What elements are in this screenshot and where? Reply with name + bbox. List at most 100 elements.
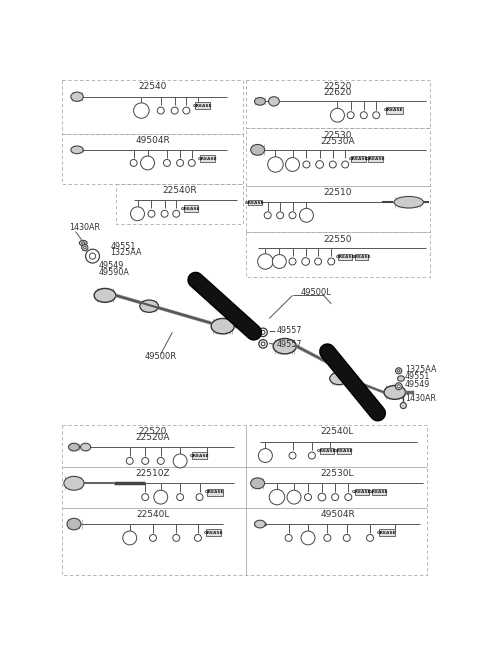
Circle shape: [304, 494, 312, 501]
Bar: [246, 80, 431, 128]
Ellipse shape: [69, 443, 79, 451]
Text: GREASE: GREASE: [384, 108, 404, 112]
Circle shape: [261, 342, 265, 346]
Text: GREASE: GREASE: [181, 207, 201, 211]
Text: 22520A: 22520A: [136, 434, 170, 442]
Circle shape: [332, 494, 338, 501]
Bar: [61, 424, 427, 575]
Ellipse shape: [64, 477, 84, 490]
Text: 22520: 22520: [323, 82, 352, 91]
Text: GREASE: GREASE: [205, 490, 225, 494]
Text: 49504R: 49504R: [320, 511, 355, 520]
Text: GREASE: GREASE: [334, 449, 354, 453]
Ellipse shape: [251, 478, 264, 488]
Circle shape: [82, 244, 88, 251]
Circle shape: [302, 258, 310, 265]
Circle shape: [261, 331, 265, 334]
Circle shape: [396, 368, 402, 374]
Circle shape: [154, 490, 168, 504]
Circle shape: [259, 340, 267, 348]
Text: 22530A: 22530A: [320, 137, 355, 146]
Circle shape: [264, 212, 271, 219]
Text: 22550: 22550: [323, 235, 352, 244]
Bar: [336, 448, 351, 454]
Text: GREASE: GREASE: [245, 201, 265, 205]
Text: 22520: 22520: [139, 427, 167, 436]
Circle shape: [347, 111, 354, 119]
Circle shape: [131, 207, 144, 220]
Text: 49504R: 49504R: [136, 136, 170, 145]
Bar: [61, 134, 243, 184]
Bar: [355, 254, 369, 260]
Text: 49590A: 49590A: [99, 268, 130, 277]
Circle shape: [142, 494, 149, 501]
Circle shape: [142, 458, 149, 464]
Circle shape: [171, 107, 178, 114]
Ellipse shape: [67, 518, 81, 530]
Circle shape: [149, 535, 156, 541]
Bar: [355, 488, 369, 495]
Circle shape: [276, 212, 284, 219]
Circle shape: [85, 249, 99, 263]
Bar: [379, 529, 395, 537]
Circle shape: [287, 490, 301, 504]
Circle shape: [367, 535, 373, 541]
Text: 49557: 49557: [277, 340, 302, 349]
Bar: [246, 128, 431, 186]
Circle shape: [84, 246, 86, 249]
Bar: [369, 156, 383, 162]
Circle shape: [194, 535, 202, 541]
Text: 22510Z: 22510Z: [136, 469, 170, 478]
Bar: [248, 200, 262, 205]
Ellipse shape: [71, 146, 83, 154]
Ellipse shape: [254, 520, 265, 528]
Circle shape: [258, 449, 272, 462]
Ellipse shape: [211, 318, 234, 334]
Circle shape: [330, 108, 345, 122]
Circle shape: [289, 452, 296, 459]
Bar: [200, 155, 215, 162]
Text: 22540L: 22540L: [136, 511, 170, 520]
Text: 22540: 22540: [139, 82, 167, 91]
Text: 1430AR: 1430AR: [405, 394, 436, 403]
Circle shape: [308, 452, 315, 459]
Ellipse shape: [81, 443, 91, 451]
Circle shape: [301, 531, 315, 545]
Text: 22540R: 22540R: [162, 186, 197, 195]
Circle shape: [130, 160, 137, 166]
Text: GREASE: GREASE: [352, 490, 372, 494]
Circle shape: [177, 494, 184, 501]
Circle shape: [360, 111, 367, 119]
Text: GREASE: GREASE: [349, 157, 369, 161]
Ellipse shape: [397, 376, 405, 381]
Bar: [195, 102, 210, 109]
Circle shape: [303, 161, 310, 168]
Circle shape: [300, 209, 313, 222]
Text: 22620: 22620: [323, 89, 352, 97]
Ellipse shape: [94, 288, 116, 303]
Text: GREASE: GREASE: [352, 255, 372, 259]
Text: 49549: 49549: [99, 261, 124, 270]
Text: 49549: 49549: [405, 380, 430, 389]
Circle shape: [395, 383, 402, 390]
Circle shape: [345, 494, 352, 501]
Ellipse shape: [254, 98, 265, 105]
Bar: [192, 452, 207, 460]
Circle shape: [123, 531, 137, 545]
Text: 49551: 49551: [405, 372, 430, 381]
Circle shape: [316, 160, 324, 168]
Text: GREASE: GREASE: [336, 255, 355, 259]
Circle shape: [289, 212, 296, 219]
Circle shape: [314, 258, 322, 265]
Ellipse shape: [384, 385, 406, 399]
Circle shape: [400, 402, 407, 409]
Bar: [184, 205, 198, 212]
Circle shape: [133, 103, 149, 118]
Ellipse shape: [273, 338, 296, 354]
Circle shape: [342, 161, 348, 168]
Text: 49500R: 49500R: [144, 353, 177, 361]
Text: 22530L: 22530L: [321, 469, 354, 478]
Circle shape: [258, 254, 273, 269]
Text: 49500L: 49500L: [300, 288, 331, 297]
Circle shape: [173, 454, 187, 468]
